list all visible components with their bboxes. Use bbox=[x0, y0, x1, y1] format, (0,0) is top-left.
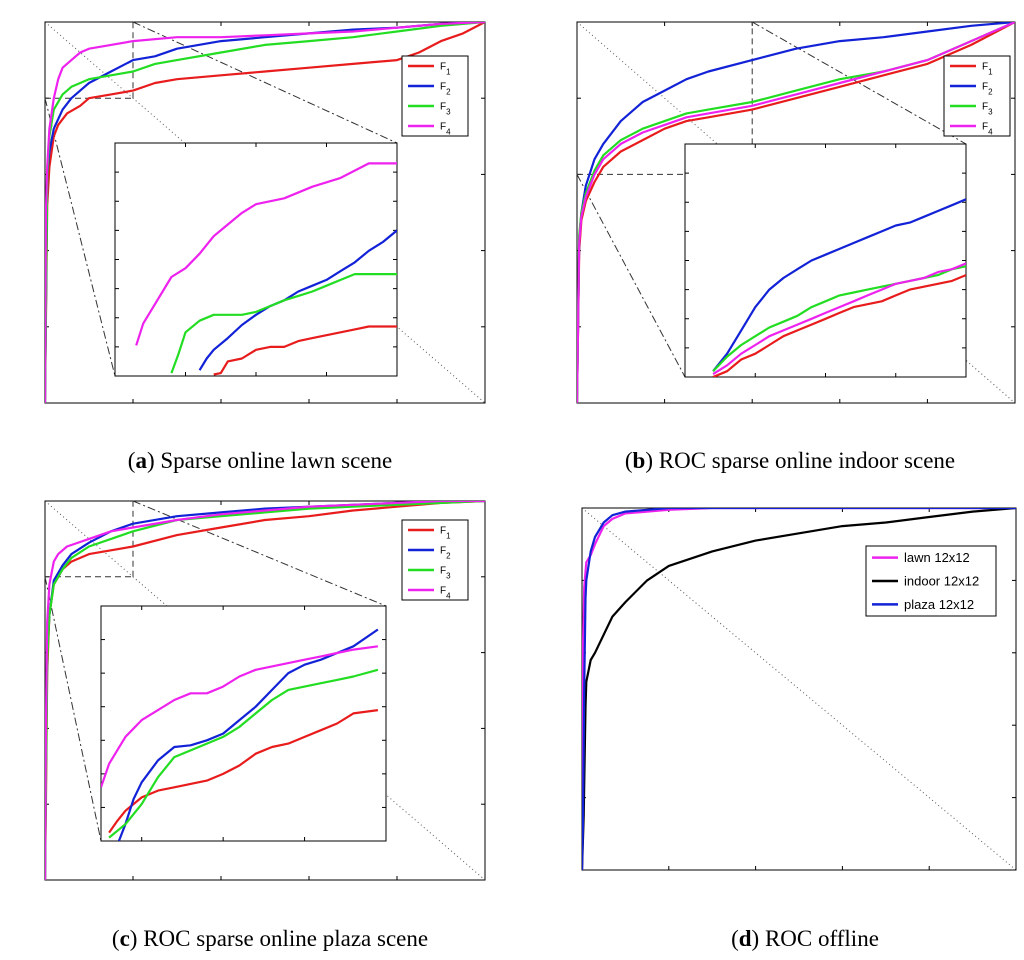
series-line-f-4 bbox=[45, 22, 485, 403]
inset-series-line-f-3 bbox=[108, 668, 379, 839]
chart-c: F1 F2 F3 F4 bbox=[44, 500, 486, 881]
zoom-connector-line bbox=[751, 21, 967, 145]
inset-plot-area bbox=[114, 142, 398, 377]
legend-label: F1 bbox=[440, 62, 451, 77]
caption-b: (b) ROC sparse online indoor scene bbox=[624, 448, 956, 473]
legend-label: F4 bbox=[440, 122, 451, 137]
series-line-f-3 bbox=[45, 501, 485, 880]
legend-label: F2 bbox=[440, 82, 451, 97]
legend-label: F2 bbox=[982, 82, 993, 97]
legend-label: F3 bbox=[440, 102, 451, 117]
zoom-connector-line bbox=[132, 21, 398, 144]
chart-a: F1 F2 F3 F4 bbox=[44, 21, 486, 404]
legend-label: indoor 12x12 bbox=[904, 574, 979, 589]
legend-label: lawn 12x12 bbox=[904, 550, 970, 565]
legend-label: F2 bbox=[440, 546, 451, 561]
diagonal-reference-line bbox=[576, 21, 1016, 404]
inset-series-line-f-1 bbox=[712, 274, 966, 377]
series-line-f-4 bbox=[577, 22, 1015, 403]
inset-series-line-f-2 bbox=[117, 628, 379, 841]
inset-chart-c bbox=[100, 605, 387, 842]
legend-label: F3 bbox=[982, 102, 993, 117]
inset-series-line-f-2 bbox=[198, 229, 397, 371]
series-line-indoor-12x12 bbox=[582, 508, 1016, 870]
legend-b: F1 F2 F3 F4 bbox=[943, 55, 1011, 137]
series-line-plaza-12x12 bbox=[582, 508, 1016, 870]
legend-box bbox=[401, 55, 469, 137]
legend-label: plaza 12x12 bbox=[904, 597, 974, 612]
series-line-f-2 bbox=[577, 22, 1015, 403]
legend-a: F1 F2 F3 F4 bbox=[401, 55, 469, 137]
legend-box bbox=[401, 519, 469, 601]
caption-c: (c) ROC sparse online plaza scene bbox=[111, 926, 429, 951]
inset-series-line-f-1 bbox=[108, 709, 379, 834]
inset-series-line-f-3 bbox=[170, 273, 397, 374]
series-line-f-2 bbox=[45, 22, 485, 403]
legend-box bbox=[943, 55, 1011, 137]
zoom-connector-line bbox=[576, 174, 686, 378]
inset-series-line-f-4 bbox=[135, 162, 397, 346]
zoom-connector-line bbox=[132, 500, 387, 607]
legend-c: F1 F2 F3 F4 bbox=[401, 519, 469, 601]
chart-d: lawn 12x12 indoor 12x12 plaza 12x12 bbox=[581, 507, 1017, 871]
inset-chart-b bbox=[684, 143, 967, 378]
legend-label: F3 bbox=[440, 566, 451, 581]
caption-d: (d) ROC offline bbox=[731, 926, 879, 951]
inset-series-line-f-2 bbox=[712, 198, 966, 372]
legend-label: F1 bbox=[982, 62, 993, 77]
legend-label: F4 bbox=[440, 586, 451, 601]
inset-plot-area bbox=[684, 143, 967, 378]
inset-series-line-f-4 bbox=[101, 645, 379, 788]
legend-label: F1 bbox=[440, 526, 451, 541]
series-line-f-1 bbox=[45, 22, 485, 403]
inset-chart-a bbox=[114, 142, 398, 377]
inset-series-line-f-4 bbox=[712, 262, 966, 376]
legend-label: F4 bbox=[982, 122, 993, 137]
zoom-connector-line bbox=[44, 576, 102, 842]
diagonal-reference-line bbox=[44, 500, 486, 881]
series-line-f-4 bbox=[45, 501, 485, 880]
legend-d: lawn 12x12 indoor 12x12 plaza 12x12 bbox=[865, 545, 997, 617]
inset-series-line-f-1 bbox=[213, 325, 397, 376]
caption-a: (a) Sparse online lawn scene bbox=[127, 448, 393, 473]
series-line-f-3 bbox=[45, 22, 485, 403]
chart-b: F1 F2 F3 F4 bbox=[576, 21, 1016, 404]
